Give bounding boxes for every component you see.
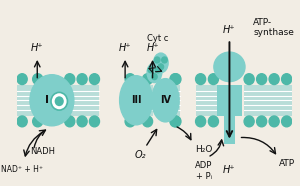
Ellipse shape — [120, 76, 153, 125]
Circle shape — [256, 74, 267, 85]
Text: ADP
+ Pᵢ: ADP + Pᵢ — [195, 161, 212, 181]
Circle shape — [125, 116, 135, 127]
Circle shape — [196, 74, 206, 85]
Text: NADH: NADH — [30, 147, 55, 156]
Ellipse shape — [154, 53, 168, 73]
Circle shape — [208, 74, 218, 85]
Circle shape — [154, 57, 160, 63]
Circle shape — [171, 116, 181, 127]
Text: H⁺: H⁺ — [223, 165, 236, 175]
Ellipse shape — [30, 75, 74, 126]
Circle shape — [33, 116, 43, 127]
Circle shape — [155, 67, 161, 73]
Text: O₂: O₂ — [135, 150, 146, 160]
Circle shape — [65, 74, 75, 85]
Circle shape — [244, 74, 254, 85]
Circle shape — [77, 116, 87, 127]
Circle shape — [282, 74, 292, 85]
Circle shape — [196, 116, 206, 127]
Text: H⁺: H⁺ — [119, 43, 131, 53]
Text: H₂O: H₂O — [196, 145, 213, 155]
Text: NAD⁺ + H⁺: NAD⁺ + H⁺ — [1, 165, 43, 174]
Bar — [171, 85, 180, 116]
Bar — [65, 85, 100, 116]
Text: III: III — [131, 95, 141, 105]
Circle shape — [89, 74, 100, 85]
Circle shape — [269, 116, 279, 127]
Text: Cyt c: Cyt c — [147, 34, 169, 43]
Circle shape — [152, 74, 157, 80]
Circle shape — [148, 67, 154, 73]
Bar — [125, 85, 153, 116]
Text: H⁺: H⁺ — [31, 43, 44, 53]
Circle shape — [51, 92, 68, 110]
Circle shape — [142, 116, 153, 127]
Circle shape — [256, 116, 267, 127]
Circle shape — [208, 116, 218, 127]
Circle shape — [142, 74, 153, 85]
Text: H⁺: H⁺ — [146, 43, 159, 53]
Circle shape — [55, 96, 64, 106]
Circle shape — [65, 116, 75, 127]
Circle shape — [162, 57, 167, 63]
Circle shape — [269, 74, 279, 85]
Circle shape — [170, 116, 180, 127]
Ellipse shape — [214, 52, 245, 82]
Ellipse shape — [152, 79, 179, 122]
Circle shape — [158, 64, 164, 70]
Circle shape — [282, 116, 292, 127]
Circle shape — [17, 74, 27, 85]
Text: ATP-
synthase: ATP- synthase — [253, 18, 294, 37]
Bar — [17, 85, 43, 116]
Circle shape — [77, 74, 87, 85]
Circle shape — [244, 116, 254, 127]
Bar — [244, 85, 292, 116]
Text: ATP: ATP — [279, 159, 295, 168]
Text: H⁺: H⁺ — [223, 25, 236, 35]
Circle shape — [170, 74, 180, 85]
Text: I: I — [45, 95, 49, 105]
Circle shape — [125, 74, 135, 85]
Text: IV: IV — [160, 95, 171, 105]
Bar — [196, 85, 218, 116]
Bar — [217, 85, 242, 116]
Circle shape — [33, 74, 43, 85]
Circle shape — [17, 116, 27, 127]
Ellipse shape — [147, 63, 162, 83]
Bar — [224, 114, 235, 144]
Circle shape — [171, 74, 181, 85]
Circle shape — [89, 116, 100, 127]
